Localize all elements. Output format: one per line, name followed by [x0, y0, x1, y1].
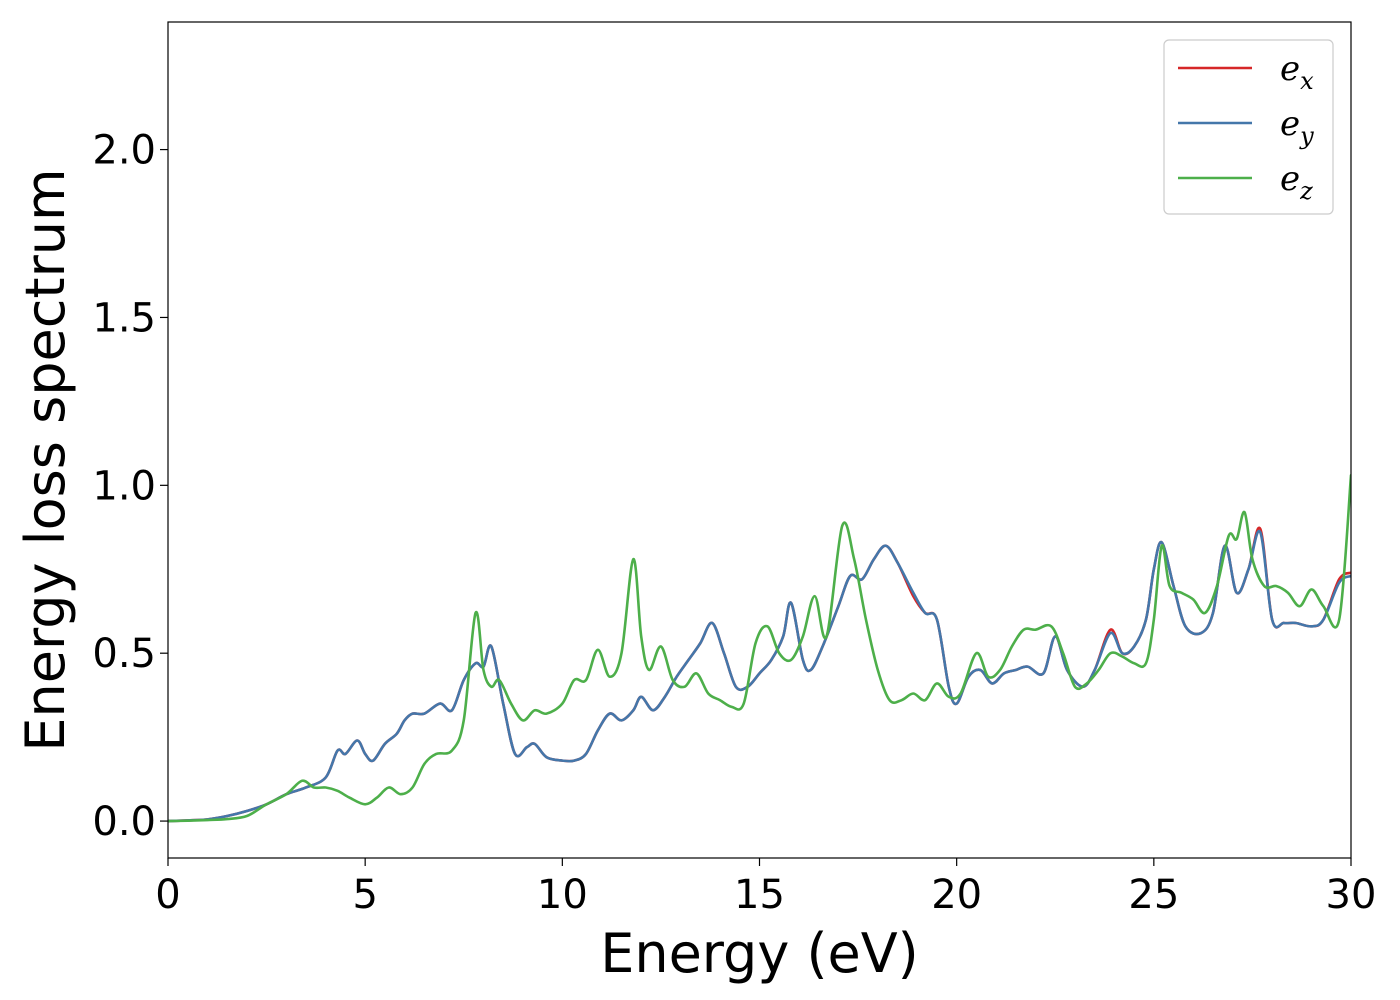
legend-label-x: ex [1280, 49, 1314, 95]
legend-label-z: ez [1280, 159, 1313, 205]
x-tick-label: 15 [734, 872, 785, 918]
x-tick-label: 10 [537, 872, 588, 918]
x-tick-label: 5 [352, 872, 377, 918]
x-tick-label: 25 [1128, 872, 1179, 918]
legend-box [1163, 39, 1334, 215]
legend: ex ey ez [1163, 39, 1334, 215]
y-axis-label: Energy loss spectrum [14, 168, 77, 751]
y-tick-label: 1.5 [92, 295, 156, 341]
y-tick-label: 2.0 [92, 128, 156, 174]
x-tick-label: 30 [1326, 872, 1377, 918]
series-line-y [168, 529, 1351, 823]
y-tick-label: 0.5 [92, 631, 156, 677]
series-layer [168, 473, 1351, 823]
y-tick-label: 1.0 [92, 463, 156, 509]
x-axis-label: Energy (eV) [600, 922, 919, 985]
x-tick-label: 20 [931, 872, 982, 918]
x-tick-label: 0 [155, 872, 180, 918]
series-line-z [168, 473, 1351, 823]
x-axis-ticks: 0 5 10 15 20 25 30 [155, 858, 1376, 918]
y-tick-label: 0.0 [92, 799, 156, 845]
legend-label-y: ey [1280, 104, 1314, 150]
y-axis-ticks: 0.0 0.5 1.0 1.5 2.0 [92, 128, 168, 845]
